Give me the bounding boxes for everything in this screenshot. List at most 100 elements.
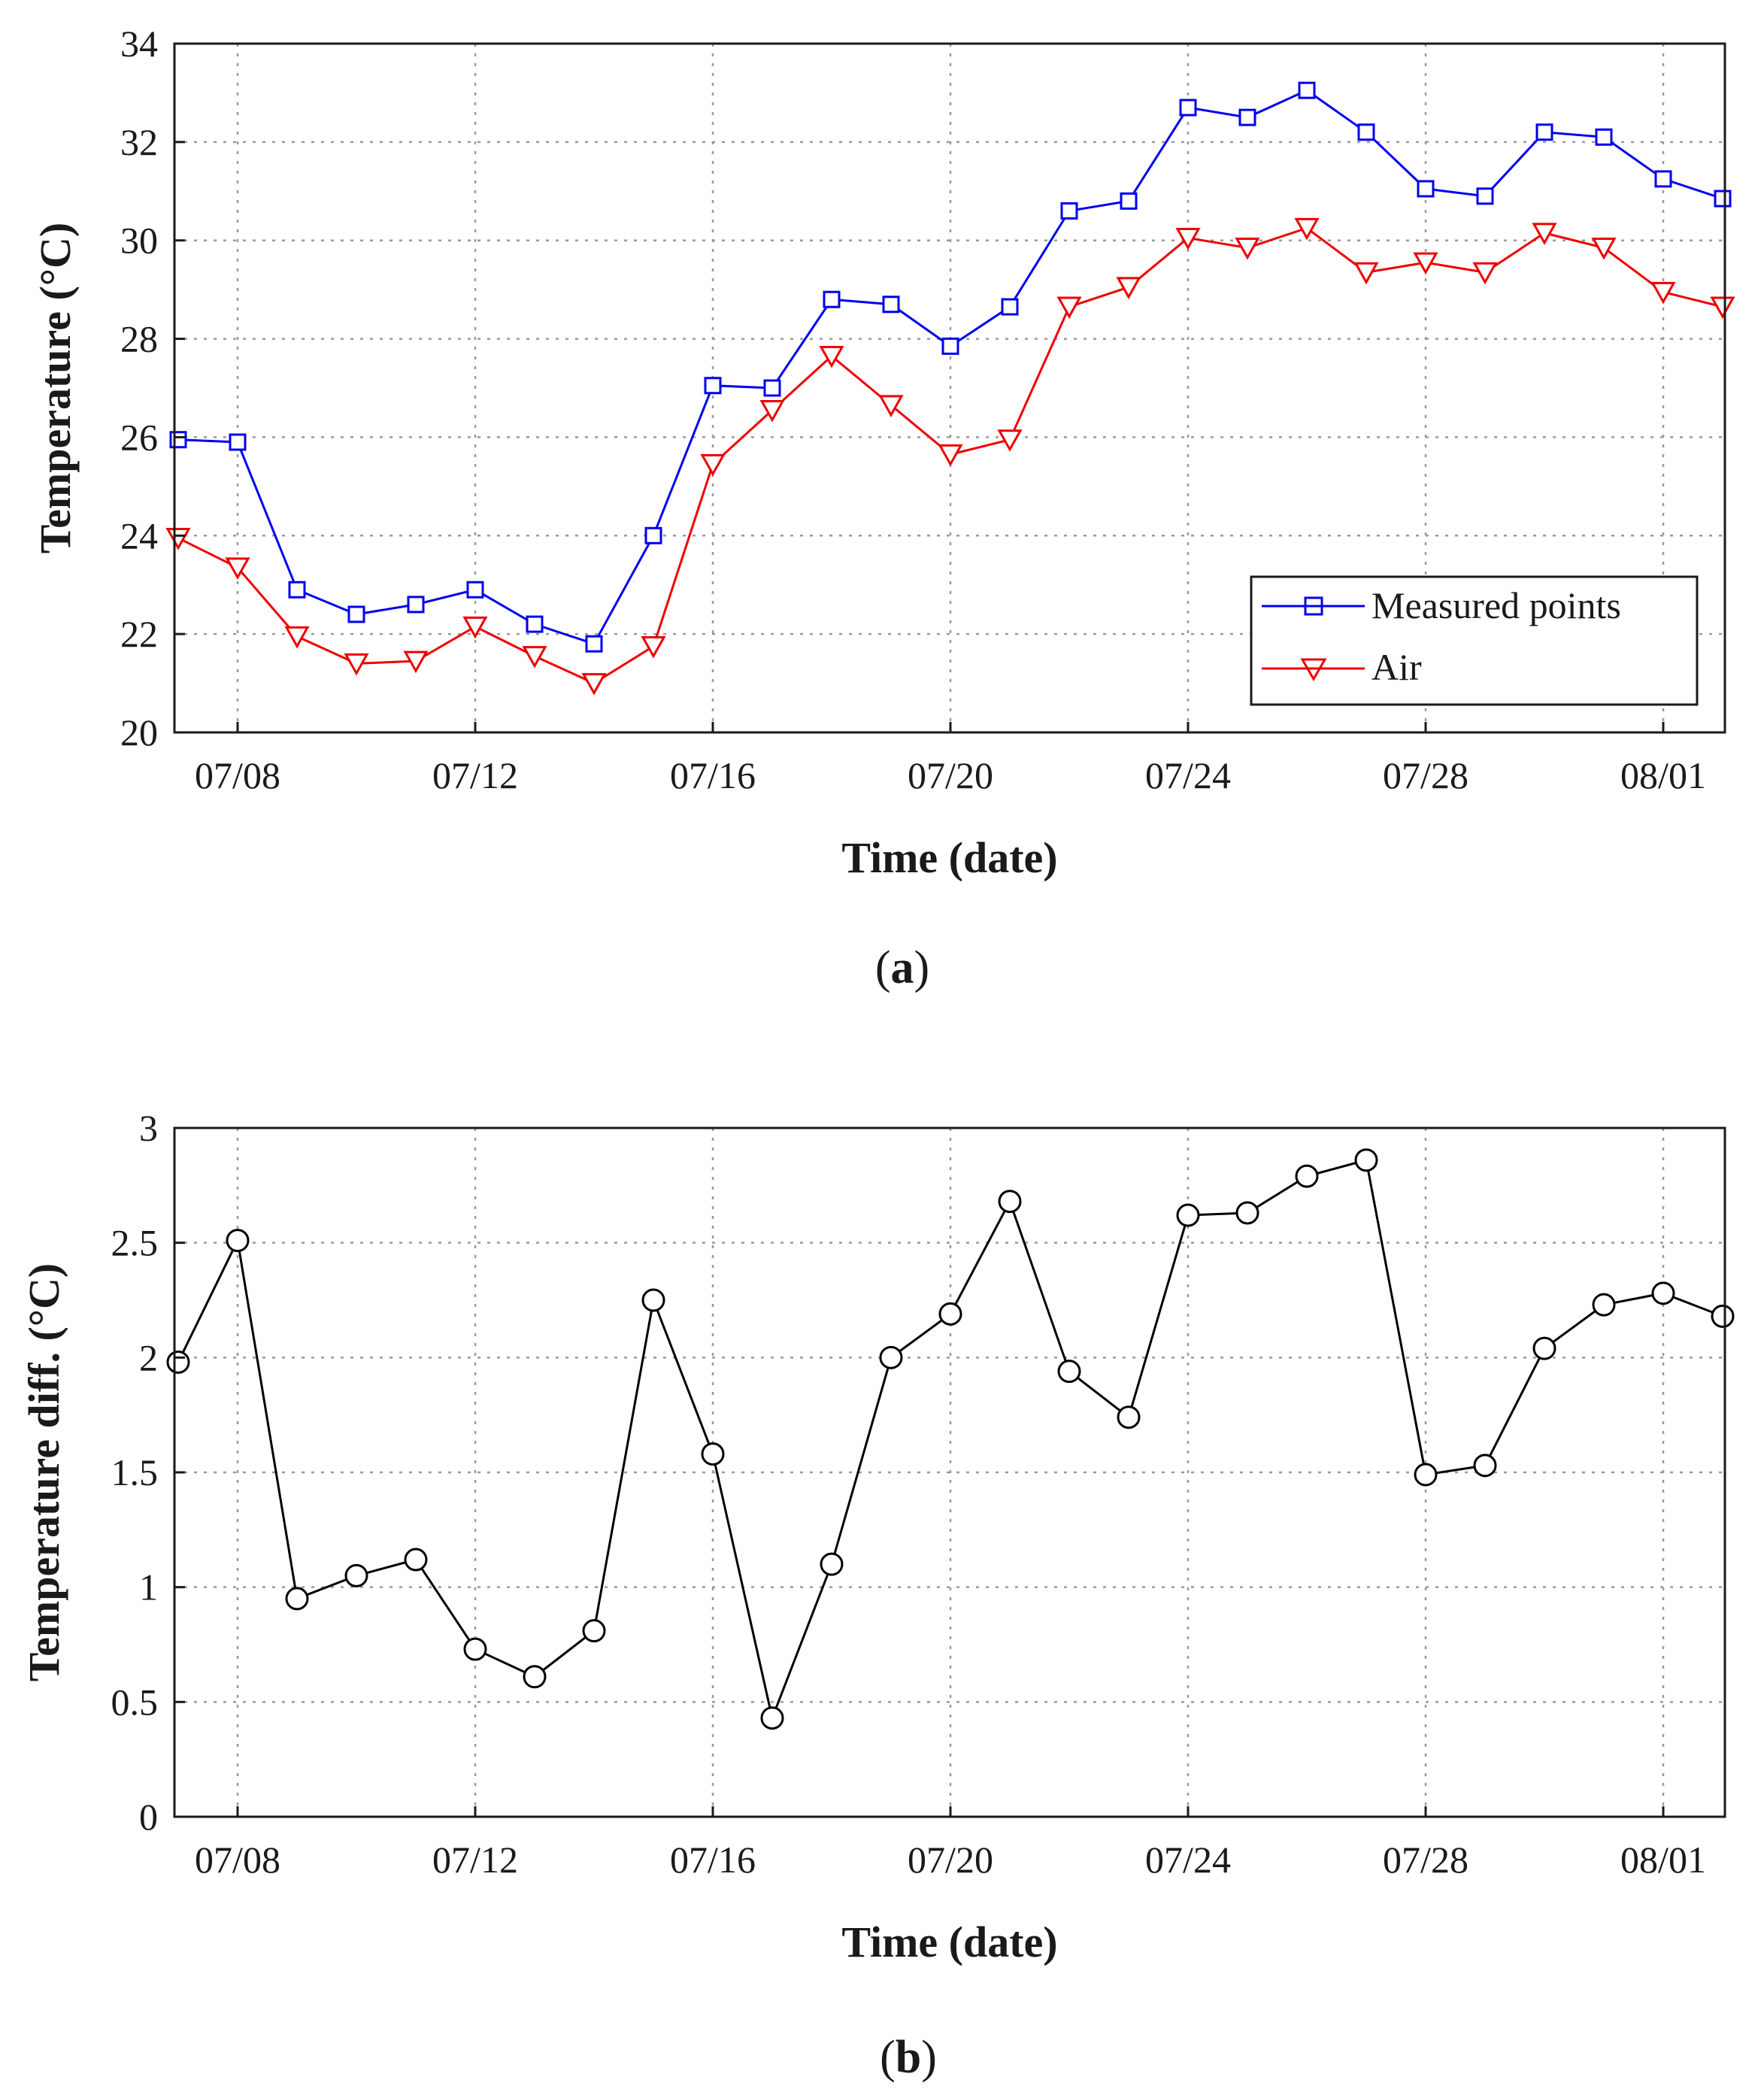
x-tick-label-b: 07/24 [1145, 1839, 1231, 1881]
chart-panel-b: 00.511.522.53 07/08 07/12 07/16 07/20 07/24 0… [20, 1107, 1735, 2083]
data-point-a-1 [1175, 227, 1201, 250]
data-point-b-0 [344, 1563, 368, 1587]
legend-label-air: Air [1371, 646, 1422, 688]
x-axis-title-b: Time (date) [841, 1918, 1057, 1966]
x-tick-label-a: 07/28 [1383, 754, 1468, 796]
data-point-a-0 [1654, 170, 1672, 188]
data-point-a-1 [1235, 238, 1260, 260]
x-tick-label-a: 07/12 [432, 754, 518, 796]
y-tick-labels-b: 0 0.5 1 1.5 2 2.5 3 [111, 1107, 185, 1838]
data-point-b-0 [1057, 1360, 1081, 1384]
panel-label-a: (a) [875, 942, 929, 993]
x-tick-label-b: 08/01 [1620, 1839, 1706, 1881]
data-point-a-0 [585, 635, 603, 653]
data-point-a-1 [1413, 252, 1438, 275]
data-point-b-0 [1532, 1336, 1556, 1360]
data-point-b-0 [938, 1302, 962, 1326]
data-point-b-0 [820, 1552, 844, 1576]
data-point-a-0 [1595, 128, 1613, 146]
y-tick-label-b: 0.5 [111, 1681, 159, 1723]
data-point-a-1 [1353, 262, 1379, 285]
x-tick-label-b: 07/16 [670, 1839, 756, 1881]
y-tick-label-b: 2.5 [111, 1222, 159, 1264]
legend-a: Measured points Air [1250, 575, 1699, 706]
data-point-a-1 [1294, 217, 1320, 241]
x-tick-label-a: 07/16 [670, 754, 756, 796]
data-point-a-0 [229, 433, 247, 451]
y-tick-label-a: 30 [120, 220, 158, 262]
x-tick-labels-b: 07/08 07/12 07/16 07/20 07/24 07/28 08/01 [195, 1806, 1706, 1881]
data-point-b-0 [1414, 1463, 1438, 1487]
data-point-a-1 [878, 395, 904, 417]
data-point-b-0 [1651, 1281, 1675, 1305]
data-point-a-1 [1591, 238, 1617, 260]
data-point-a-1 [344, 653, 369, 676]
data-point-a-0 [1357, 123, 1375, 141]
data-point-a-1 [522, 646, 547, 669]
data-point-a-1 [1056, 296, 1082, 320]
panel-letter-a: a [891, 942, 914, 993]
y-tick-labels-a: 20 22 24 26 28 30 32 34 [120, 23, 185, 753]
y-axis-title-b: Temperature diff. (°C) [20, 1263, 68, 1681]
y-tick-label-b: 1.5 [111, 1451, 159, 1493]
legend-marker-square [1304, 596, 1323, 616]
legend-marker-triangle [1300, 658, 1327, 682]
data-point-b-0 [1473, 1454, 1497, 1478]
x-tick-label-b: 07/28 [1383, 1839, 1468, 1881]
data-point-b-0 [1117, 1405, 1141, 1429]
y-tick-label-a: 26 [120, 416, 158, 458]
data-point-a-0 [1179, 99, 1197, 117]
y-tick-label-b: 3 [139, 1107, 158, 1149]
data-point-a-1 [165, 528, 191, 550]
data-point-a-0 [1417, 180, 1435, 198]
data-point-a-0 [1298, 81, 1316, 99]
panel-label-b: (b) [880, 2032, 937, 2083]
series-group-b [166, 1148, 1735, 1730]
data-point-b-0 [1592, 1293, 1616, 1317]
x-tick-label-a: 07/24 [1145, 754, 1231, 796]
data-point-a-1 [938, 444, 963, 467]
data-point-b-0 [523, 1665, 547, 1689]
data-point-b-0 [641, 1288, 665, 1312]
x-tick-label-b: 07/08 [195, 1839, 280, 1881]
data-point-b-0 [760, 1706, 784, 1730]
data-point-b-0 [1176, 1203, 1200, 1227]
data-point-a-0 [704, 377, 722, 395]
y-tick-label-a: 24 [120, 514, 158, 556]
x-tick-label-a: 07/08 [195, 754, 280, 796]
data-point-a-0 [763, 379, 781, 397]
legend-label-measured: Measured points [1371, 584, 1621, 626]
y-tick-label-a: 22 [120, 613, 158, 655]
data-point-b-0 [1235, 1201, 1259, 1225]
data-point-a-0 [347, 605, 365, 623]
x-tick-label-b: 07/20 [908, 1839, 993, 1881]
data-point-a-1 [1710, 296, 1735, 320]
data-point-b-0 [463, 1637, 487, 1661]
x-tick-labels-a: 07/08 07/12 07/16 07/20 07/24 07/28 08/01 [195, 722, 1706, 796]
y-tick-label-a: 32 [120, 121, 158, 163]
data-point-a-0 [1535, 123, 1553, 141]
data-point-b-0 [879, 1345, 903, 1369]
data-point-a-1 [641, 636, 666, 659]
data-point-a-1 [997, 429, 1023, 452]
series-group-a [165, 81, 1735, 696]
data-point-b-0 [998, 1190, 1022, 1214]
data-point-a-1 [225, 557, 250, 580]
series-line-b-0 [177, 1158, 1723, 1722]
data-point-b-0 [701, 1442, 725, 1466]
x-axis-title-a: Time (date) [841, 833, 1057, 882]
data-point-a-0 [1001, 298, 1019, 316]
y-tick-label-b: 2 [139, 1336, 158, 1378]
data-point-a-1 [1650, 281, 1676, 305]
y-axis-title-a: Temperature (°C) [31, 223, 80, 553]
data-point-a-0 [407, 596, 425, 614]
data-point-a-1 [462, 616, 488, 639]
data-point-a-0 [169, 431, 187, 449]
data-point-b-0 [226, 1229, 250, 1253]
data-point-a-0 [466, 581, 484, 599]
data-point-a-0 [1060, 202, 1078, 220]
legend-box-a [1250, 575, 1699, 706]
y-tick-label-b: 0 [139, 1796, 158, 1838]
